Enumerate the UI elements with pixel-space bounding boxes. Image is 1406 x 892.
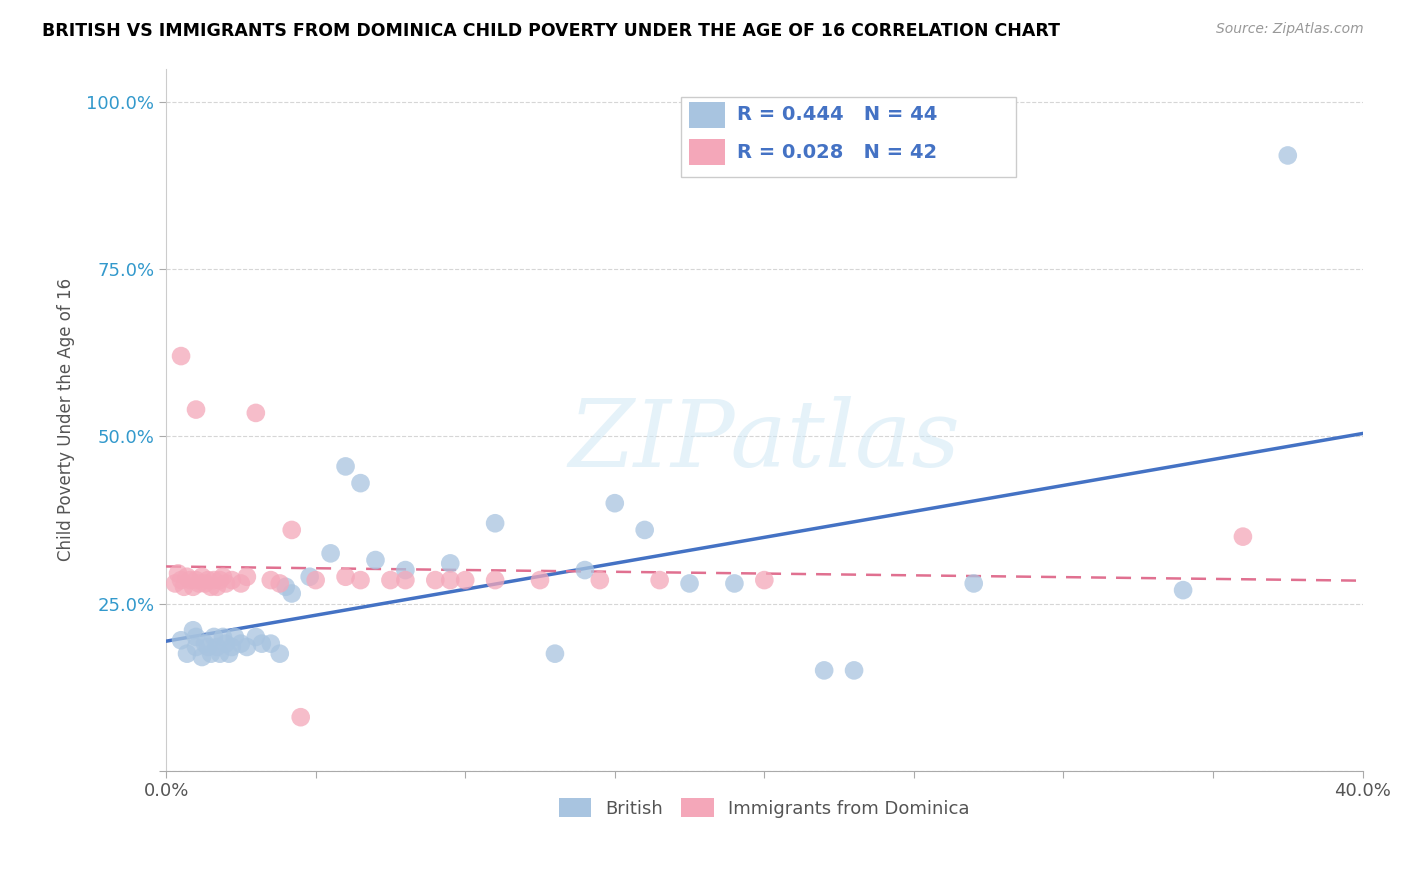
Point xyxy=(170,633,193,648)
Point xyxy=(269,647,291,661)
Point xyxy=(425,573,447,587)
Point xyxy=(305,573,328,587)
Point xyxy=(229,637,252,651)
Point xyxy=(208,647,231,661)
FancyBboxPatch shape xyxy=(689,102,725,128)
Point xyxy=(439,557,461,571)
Point xyxy=(176,570,198,584)
Legend: British, Immigrants from Dominica: British, Immigrants from Dominica xyxy=(551,791,977,825)
Point xyxy=(194,637,217,651)
Point xyxy=(290,710,312,724)
Point xyxy=(224,630,246,644)
Point xyxy=(394,573,416,587)
Text: R = 0.028   N = 42: R = 0.028 N = 42 xyxy=(737,143,936,161)
Point xyxy=(574,563,596,577)
Text: Source: ZipAtlas.com: Source: ZipAtlas.com xyxy=(1216,22,1364,37)
Point xyxy=(212,630,235,644)
Point xyxy=(181,580,204,594)
Point xyxy=(173,580,195,594)
Point xyxy=(454,573,477,587)
Point xyxy=(197,573,219,587)
Point xyxy=(200,580,222,594)
Point xyxy=(184,640,207,654)
Point xyxy=(1232,530,1254,544)
Point xyxy=(197,640,219,654)
Point xyxy=(484,516,506,531)
Point xyxy=(250,637,273,651)
Point xyxy=(678,576,700,591)
Point xyxy=(229,576,252,591)
Point xyxy=(1171,583,1194,598)
Point xyxy=(218,647,240,661)
Point xyxy=(236,570,259,584)
Point xyxy=(170,349,193,363)
Point xyxy=(260,637,283,651)
Point xyxy=(191,570,214,584)
Point xyxy=(842,664,865,678)
Point xyxy=(221,573,243,587)
Point xyxy=(754,573,776,587)
Point xyxy=(364,553,387,567)
Point xyxy=(813,664,835,678)
Point xyxy=(1277,148,1299,162)
Point xyxy=(205,580,228,594)
Point xyxy=(245,630,267,644)
Point xyxy=(215,637,238,651)
Text: ZIPatlas: ZIPatlas xyxy=(568,396,960,485)
Point xyxy=(170,573,193,587)
Point xyxy=(167,566,190,581)
Point xyxy=(260,573,283,587)
Point xyxy=(202,630,225,644)
Point xyxy=(349,573,371,587)
Point xyxy=(394,563,416,577)
Point xyxy=(603,496,626,510)
Y-axis label: Child Poverty Under the Age of 16: Child Poverty Under the Age of 16 xyxy=(58,278,75,561)
Point xyxy=(165,576,187,591)
Point xyxy=(544,647,567,661)
Point xyxy=(181,624,204,638)
Point xyxy=(221,640,243,654)
Point xyxy=(179,573,201,587)
Point xyxy=(319,546,342,560)
Point xyxy=(212,570,235,584)
Point xyxy=(589,573,612,587)
Point xyxy=(280,586,302,600)
Point xyxy=(236,640,259,654)
Point xyxy=(194,576,217,591)
Point xyxy=(335,570,357,584)
Point xyxy=(205,640,228,654)
Point xyxy=(349,476,371,491)
FancyBboxPatch shape xyxy=(681,96,1015,178)
Point xyxy=(245,406,267,420)
Point xyxy=(176,647,198,661)
Point xyxy=(184,402,207,417)
Point xyxy=(188,576,211,591)
Point xyxy=(439,573,461,587)
Point xyxy=(215,576,238,591)
Point xyxy=(208,573,231,587)
Point xyxy=(529,573,551,587)
Point xyxy=(723,576,745,591)
Point xyxy=(184,573,207,587)
Point xyxy=(648,573,671,587)
Point xyxy=(380,573,402,587)
Point xyxy=(484,573,506,587)
Point xyxy=(191,650,214,665)
Point xyxy=(202,573,225,587)
Point xyxy=(280,523,302,537)
Point xyxy=(274,580,297,594)
Point xyxy=(963,576,986,591)
Text: R = 0.444   N = 44: R = 0.444 N = 44 xyxy=(737,104,938,124)
Point xyxy=(298,570,321,584)
Point xyxy=(184,630,207,644)
Point xyxy=(200,647,222,661)
Point xyxy=(634,523,657,537)
Text: BRITISH VS IMMIGRANTS FROM DOMINICA CHILD POVERTY UNDER THE AGE OF 16 CORRELATIO: BRITISH VS IMMIGRANTS FROM DOMINICA CHIL… xyxy=(42,22,1060,40)
FancyBboxPatch shape xyxy=(689,139,725,165)
Point xyxy=(335,459,357,474)
Point xyxy=(269,576,291,591)
